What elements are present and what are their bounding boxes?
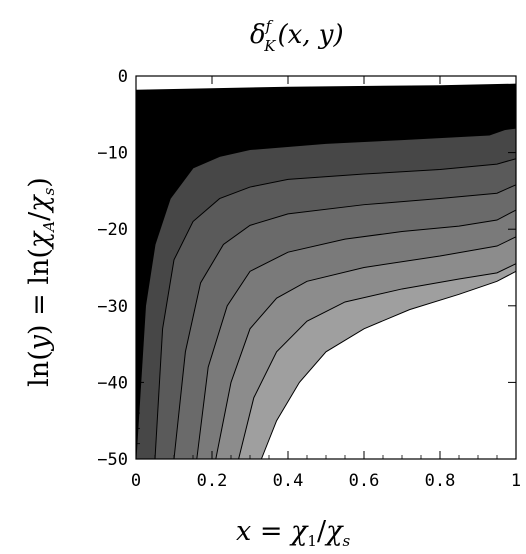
contour-line-7	[238, 263, 517, 460]
y-tick-label: 0	[118, 67, 128, 87]
x-tick-label: 0	[131, 471, 141, 491]
axis-ticks	[135, 75, 517, 460]
x-axis-label: x = χ1/χs	[236, 516, 350, 550]
y-tick-label: −30	[97, 297, 128, 317]
x-tick-label: 0.4	[273, 471, 304, 491]
tick-labels: 0 0.2 0.4 0.6 0.8 1 0 −10 −20 −30 −40 −50	[97, 67, 521, 491]
contour-line-3	[154, 158, 517, 460]
x-tick-label: 0.8	[425, 471, 456, 491]
x-tick-label: 0.6	[349, 471, 380, 491]
x-tick-label: 0.2	[197, 471, 228, 491]
contour-line-2	[135, 127, 517, 460]
y-tick-label: −40	[97, 373, 128, 393]
contour-region-8	[261, 271, 516, 459]
contour-lines	[135, 127, 517, 460]
contour-line-6	[215, 236, 517, 460]
x-tick-label: 1	[511, 471, 521, 491]
contour-line-4	[173, 184, 517, 460]
chart-title: δf K(x, y)	[250, 17, 344, 55]
y-axis-label: ln(y) = ln(χA/χs)	[24, 177, 58, 387]
y-tick-label: −20	[97, 220, 128, 240]
contour-regions	[136, 76, 517, 459]
y-tick-label: −10	[97, 144, 128, 164]
y-tick-label: −50	[97, 450, 128, 470]
contour-line-8	[260, 270, 517, 460]
contour-line-5	[196, 209, 517, 460]
